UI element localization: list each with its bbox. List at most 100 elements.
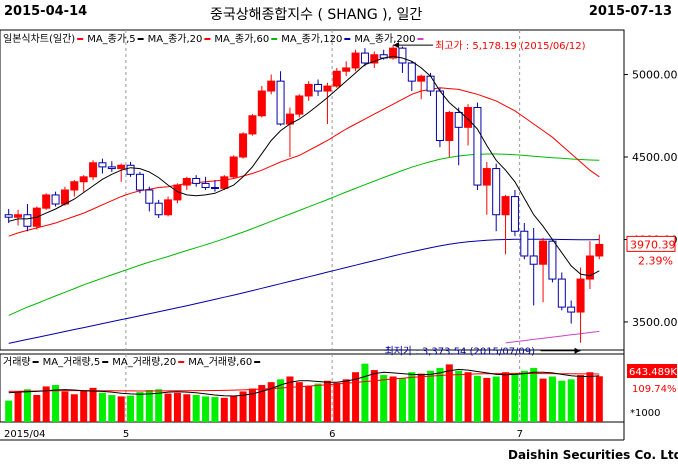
candle: [464, 104, 473, 146]
candle-body: [370, 54, 379, 64]
candle: [567, 300, 576, 324]
candle-body: [135, 173, 144, 191]
volume-badge-box: [627, 364, 677, 378]
x-tick-label: 2015/04: [4, 429, 46, 440]
low-arrow: [574, 347, 581, 354]
candle: [201, 176, 210, 190]
candle: [107, 161, 116, 172]
candle-body: [210, 187, 219, 190]
volume-bar: [295, 382, 303, 422]
candle: [173, 183, 182, 204]
candle-body: [248, 115, 257, 135]
candle-body: [510, 196, 519, 232]
candle: [492, 163, 501, 232]
volume-bar: [520, 370, 528, 422]
volume-bar: [23, 389, 31, 422]
volume-bar: [595, 376, 603, 422]
candle-body: [51, 194, 60, 205]
volume-bar: [127, 395, 135, 422]
candle-body: [473, 107, 482, 186]
volume-bar: [445, 364, 453, 422]
volume-legend-item: MA_거래량,5: [43, 356, 101, 368]
candle-body: [42, 194, 51, 209]
price-legend-item: MA_종가,20: [148, 33, 203, 45]
candle-body: [332, 70, 341, 87]
volume-bar: [108, 394, 116, 422]
candle: [510, 190, 519, 237]
volume-legend-item: MA_거래량,60: [188, 356, 252, 368]
candle-body: [60, 189, 69, 205]
candle: [595, 234, 604, 260]
volume-bar: [398, 377, 406, 422]
volume-bar: [173, 392, 181, 422]
candle-body: [107, 166, 116, 170]
candle-body: [267, 80, 276, 92]
candle: [239, 132, 248, 159]
candle-body: [117, 164, 126, 170]
candle-body: [557, 278, 566, 308]
candle-body: [201, 182, 210, 189]
candle-body: [492, 168, 501, 216]
volume-bar: [380, 375, 388, 422]
candle-body: [407, 62, 416, 82]
candle-body: [567, 306, 576, 313]
vol-ma5-line: [8, 368, 600, 397]
volume-bar: [502, 372, 510, 422]
candle-body: [145, 189, 154, 204]
ma200-line: [505, 330, 600, 344]
start-date: 2015-04-14: [4, 4, 88, 19]
candle-body: [529, 255, 538, 265]
volume-bar: [164, 393, 172, 422]
candle-body: [239, 133, 248, 158]
legend-swatch: [77, 38, 84, 40]
volume-bar: [464, 372, 472, 422]
candle-body: [445, 111, 454, 142]
volume-bar: [361, 363, 369, 422]
candle-body: [98, 162, 107, 168]
candle: [351, 49, 360, 72]
candle-body: [257, 90, 266, 117]
ma20-line: [8, 87, 600, 237]
volume-bar: [539, 378, 547, 422]
candle-body: [4, 214, 13, 218]
candle-body: [548, 240, 557, 280]
volume-bar: [427, 370, 435, 422]
candle: [370, 51, 379, 68]
candle-body: [360, 52, 369, 64]
candle: [229, 155, 238, 179]
low-annotation: 최저가 : 3,373.54 (2015/07/09): [385, 346, 536, 358]
candle: [548, 239, 557, 283]
volume-bar: [61, 391, 69, 422]
candle: [164, 196, 173, 217]
candle-body: [501, 196, 510, 216]
candle: [417, 74, 426, 100]
volume-bar: [258, 385, 266, 422]
candle: [295, 94, 304, 118]
price-badge-change: 2.39%: [638, 254, 673, 267]
legend-swatch: [254, 361, 261, 363]
candle-body: [276, 80, 285, 125]
candle-body: [595, 243, 604, 257]
candle: [314, 79, 323, 96]
volume-bar: [14, 392, 22, 422]
volume-bar: [455, 370, 463, 422]
volume-bar: [417, 373, 425, 422]
candle-body: [192, 177, 201, 184]
candle-body: [464, 107, 473, 128]
candle-body: [576, 278, 585, 313]
candle: [576, 267, 585, 343]
price-legend-item: 일본식차트(일간): [3, 33, 75, 45]
volume-badge-change: 109.74%: [632, 384, 677, 395]
high-arrow: [393, 42, 400, 49]
candle: [23, 204, 32, 232]
candle-body: [398, 47, 407, 64]
end-date: 2015-07-13: [588, 4, 672, 19]
price-legend-item: MA_종가,120: [281, 33, 342, 45]
volume-bar: [33, 394, 41, 422]
candle-body: [314, 83, 323, 92]
volume-bar: [155, 389, 163, 422]
candle-body: [342, 67, 351, 72]
legend-swatch: [102, 361, 109, 363]
y-tick-label: 4500.00: [632, 151, 678, 164]
